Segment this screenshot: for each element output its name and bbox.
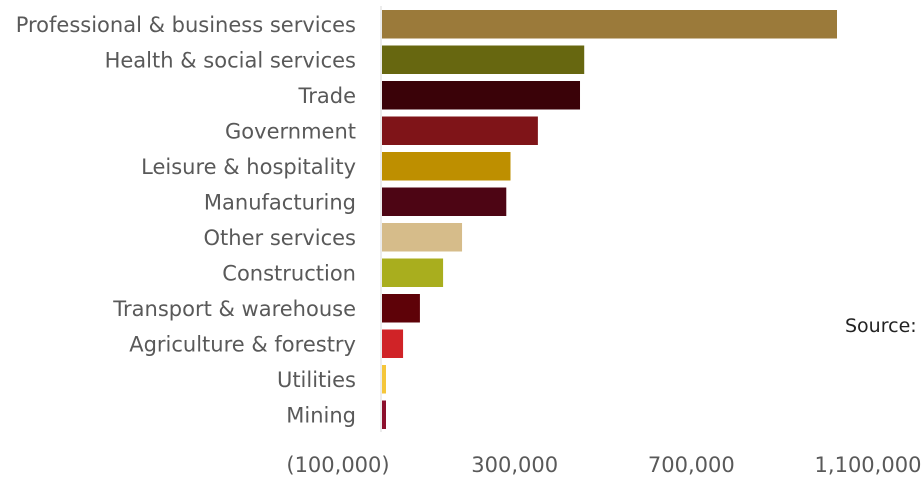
x-tick-label: (100,000) xyxy=(286,453,389,477)
bar-trade xyxy=(382,81,581,110)
bar-construction xyxy=(382,258,444,287)
bar-manufacturing xyxy=(382,187,507,216)
category-label-group: Professional & business services Health &… xyxy=(16,13,356,428)
category-label: Health & social services xyxy=(105,48,356,72)
bar-agriculture-forestry xyxy=(382,329,404,358)
bar-mining xyxy=(382,400,386,429)
bar-other-services xyxy=(382,223,463,252)
x-tick-label: 1,100,000 xyxy=(815,453,922,477)
bar-health-social-services xyxy=(382,45,585,74)
source-note: Source: xyxy=(845,315,917,337)
bar-utilities xyxy=(382,365,386,394)
category-label: Government xyxy=(225,119,356,143)
category-label: Manufacturing xyxy=(204,190,356,214)
bar-transport-warehouse xyxy=(382,294,420,323)
x-tick-label-group: (100,000) 300,000 700,000 1,100,000 xyxy=(286,453,921,477)
bar-group xyxy=(382,10,837,429)
x-tick-label: 700,000 xyxy=(648,453,735,477)
category-label: Utilities xyxy=(277,368,356,392)
category-label: Agriculture & forestry xyxy=(129,332,356,356)
category-label: Professional & business services xyxy=(16,13,356,37)
bar-leisure-hospitality xyxy=(382,152,511,181)
category-label: Mining xyxy=(286,403,356,427)
category-label: Leisure & hospitality xyxy=(141,155,356,179)
bar-professional-business-services xyxy=(382,10,837,39)
category-label: Construction xyxy=(222,261,356,285)
category-label: Transport & warehouse xyxy=(112,297,356,321)
bar-government xyxy=(382,116,538,145)
category-label: Trade xyxy=(298,84,357,108)
x-tick-label: 300,000 xyxy=(471,453,558,477)
category-label: Other services xyxy=(204,226,356,250)
